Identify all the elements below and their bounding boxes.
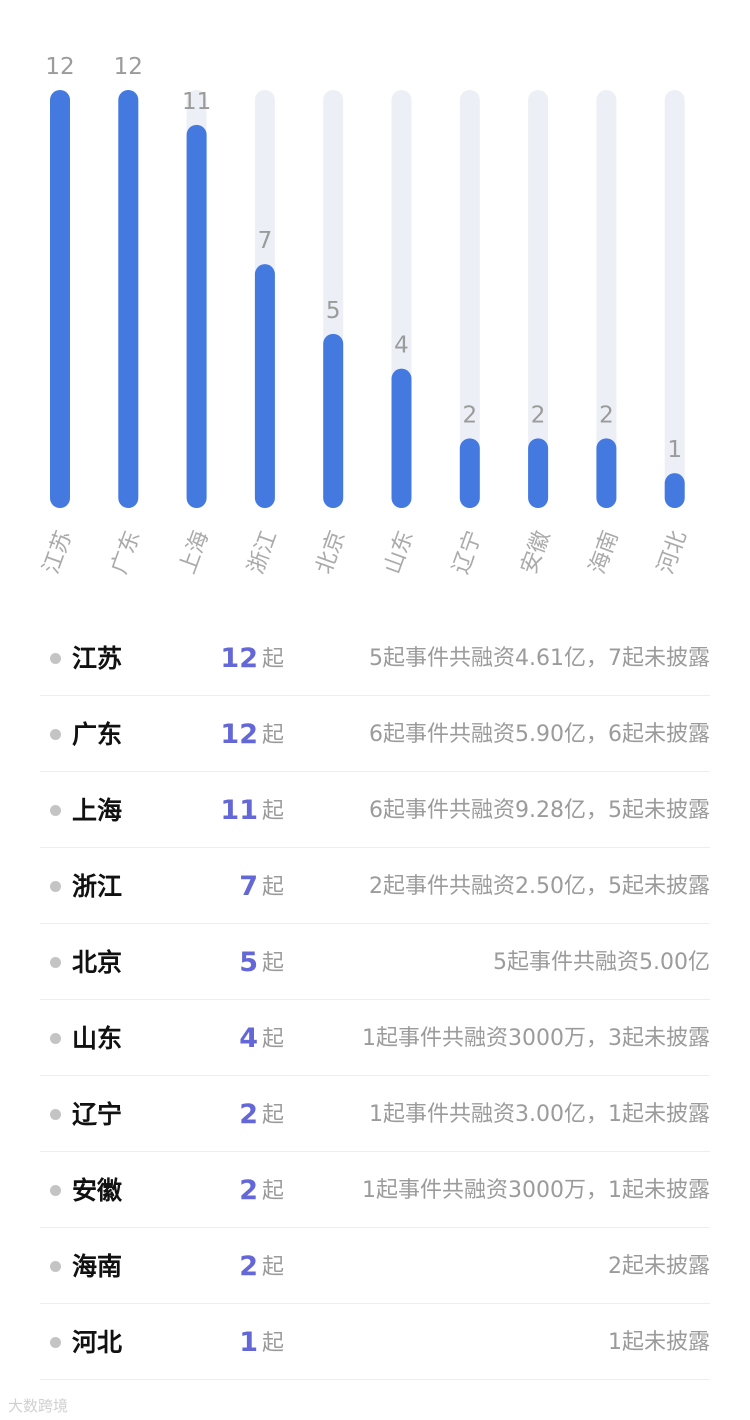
- bar-value-label: 7: [258, 228, 273, 254]
- province-name: 辽宁: [72, 1100, 123, 1129]
- bar: [254, 264, 275, 508]
- count-unit: 起: [262, 951, 285, 976]
- x-tick-label: 上海: [175, 528, 214, 578]
- event-count: 7: [239, 871, 258, 902]
- bar-value-label: 2: [531, 402, 546, 428]
- list-item: 山东 4 起 1起事件共融资3000万，3起未披露: [40, 1000, 710, 1076]
- list-item: 广东 12 起 6起事件共融资5.90亿，6起未披露: [40, 696, 710, 772]
- bullet-dot-icon: [50, 1261, 61, 1272]
- bar-chart: 12 江苏 12 广东 11 上海 7 浙江 5 北京 4 山东 2 辽宁 2 安徽 2 海南 1 河北: [39, 54, 692, 578]
- x-tick-label: 广东: [107, 528, 146, 578]
- bar-value-label: 4: [394, 333, 409, 359]
- bar-value-label: 11: [182, 89, 211, 115]
- event-count: 2: [239, 1099, 258, 1130]
- bar: [391, 368, 412, 508]
- province-name: 河北: [72, 1328, 123, 1357]
- bullet-dot-icon: [50, 881, 61, 892]
- event-count: 2: [239, 1175, 258, 1206]
- count-unit: 起: [262, 1027, 285, 1052]
- event-count: 1: [239, 1327, 258, 1358]
- x-tick-label: 安徽: [517, 528, 556, 578]
- financing-note: 1起事件共融资3000万，3起未披露: [362, 1026, 710, 1051]
- province-name: 江苏: [72, 644, 123, 673]
- x-tick-label: 北京: [312, 528, 351, 578]
- list-item: 海南 2 起 2起未披露: [40, 1228, 710, 1304]
- financing-note: 2起事件共融资2.50亿，5起未披露: [369, 874, 710, 899]
- financing-note: 6起事件共融资5.90亿，6起未披露: [369, 722, 710, 747]
- event-count: 5: [239, 947, 258, 978]
- list-item: 上海 11 起 6起事件共融资9.28亿，5起未披露: [40, 772, 710, 848]
- list-item: 安徽 2 起 1起事件共融资3000万，1起未披露: [40, 1152, 710, 1228]
- event-count: 11: [220, 795, 258, 826]
- count-unit: 起: [262, 1331, 285, 1356]
- bar-value-label: 2: [599, 402, 614, 428]
- bar: [186, 124, 207, 508]
- x-tick-label: 海南: [585, 528, 624, 578]
- bar-value-label: 5: [326, 298, 341, 324]
- count-unit: 起: [262, 647, 285, 672]
- x-tick-label: 浙江: [244, 528, 283, 578]
- bar-track: [596, 90, 617, 508]
- x-tick-label: 河北: [653, 528, 692, 578]
- bar-value-label: 2: [462, 402, 477, 428]
- bullet-dot-icon: [50, 957, 61, 968]
- count-unit: 起: [262, 723, 285, 748]
- event-count: 12: [220, 719, 258, 750]
- province-name: 上海: [72, 796, 123, 825]
- x-tick-label: 山东: [380, 528, 419, 578]
- bar: [596, 438, 617, 508]
- count-unit: 起: [262, 1179, 285, 1204]
- event-count: 4: [239, 1023, 258, 1054]
- watermark: 大数跨境: [8, 1397, 69, 1415]
- list-item: 辽宁 2 起 1起事件共融资3.00亿，1起未披露: [40, 1076, 710, 1152]
- x-tick-label: 辽宁: [449, 528, 488, 578]
- bar: [50, 90, 70, 508]
- count-unit: 起: [262, 1255, 285, 1280]
- bar-value-label: 1: [667, 437, 682, 463]
- list-item: 河北 1 起 1起未披露: [40, 1304, 710, 1380]
- bar: [323, 333, 344, 508]
- bar-value-label: 12: [114, 54, 143, 80]
- list-item: 江苏 12 起 5起事件共融资4.61亿，7起未披露: [40, 620, 710, 696]
- province-name: 海南: [72, 1252, 123, 1281]
- financing-note: 2起未披露: [608, 1254, 710, 1279]
- bullet-dot-icon: [50, 653, 61, 664]
- list-item: 浙江 7 起 2起事件共融资2.50亿，5起未披露: [40, 848, 710, 924]
- bullet-dot-icon: [50, 805, 61, 816]
- bar: [528, 438, 549, 508]
- count-unit: 起: [262, 799, 285, 824]
- bar: [118, 90, 139, 508]
- province-name: 北京: [72, 948, 123, 977]
- bar: [664, 473, 685, 508]
- financing-note: 5起事件共融资4.61亿，7起未披露: [369, 646, 710, 671]
- list-item: 北京 5 起 5起事件共融资5.00亿: [40, 924, 710, 1000]
- bar-value-label: 12: [45, 54, 74, 80]
- financing-note: 6起事件共融资9.28亿，5起未披露: [369, 798, 710, 823]
- count-unit: 起: [262, 1103, 285, 1128]
- bar: [459, 438, 480, 508]
- bullet-dot-icon: [50, 1337, 61, 1348]
- province-name: 广东: [72, 720, 123, 749]
- count-unit: 起: [262, 875, 285, 900]
- bar-track: [459, 90, 480, 508]
- bar-track: [528, 90, 549, 508]
- province-name: 安徽: [72, 1176, 123, 1205]
- x-tick-label: 江苏: [39, 528, 78, 578]
- bar-track: [664, 90, 685, 508]
- financing-note: 1起未披露: [608, 1330, 710, 1355]
- province-name: 浙江: [72, 872, 123, 901]
- bullet-dot-icon: [50, 1185, 61, 1196]
- event-count: 12: [220, 643, 258, 674]
- financing-note: 1起事件共融资3000万，1起未披露: [362, 1178, 710, 1203]
- province-list: 江苏 12 起 5起事件共融资4.61亿，7起未披露 广东 12 起 6起事件共融资5.90亿…: [40, 620, 710, 1380]
- province-name: 山东: [72, 1024, 123, 1053]
- event-count: 2: [239, 1251, 258, 1282]
- bullet-dot-icon: [50, 729, 61, 740]
- bullet-dot-icon: [50, 1109, 61, 1120]
- financing-note: 5起事件共融资5.00亿: [493, 950, 710, 975]
- bullet-dot-icon: [50, 1033, 61, 1044]
- financing-note: 1起事件共融资3.00亿，1起未披露: [369, 1102, 710, 1127]
